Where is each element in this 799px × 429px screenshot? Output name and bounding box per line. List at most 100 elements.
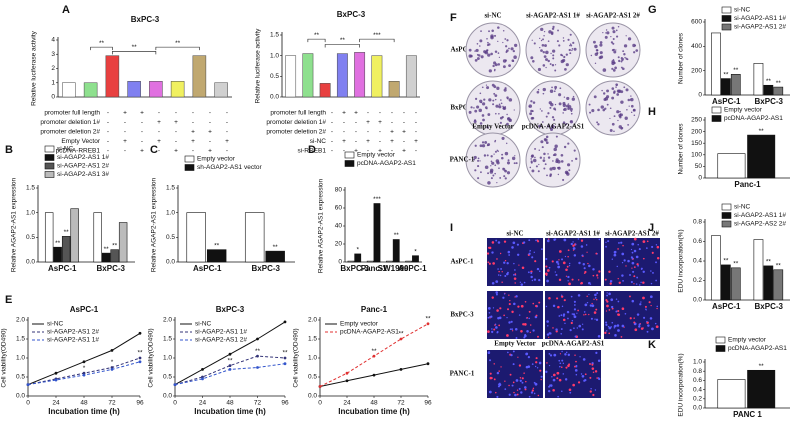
colony — [624, 116, 628, 120]
cell — [598, 238, 601, 241]
cell — [611, 321, 614, 324]
colony — [609, 128, 613, 132]
cell — [552, 388, 555, 392]
colony — [497, 150, 499, 152]
colony — [545, 50, 549, 55]
cell — [533, 251, 535, 254]
condition-mark: - — [158, 129, 160, 136]
y-tick-label: 0.0 — [693, 405, 702, 412]
y-tick-label: 1.0 — [163, 355, 172, 362]
colony — [487, 41, 489, 44]
cell — [574, 354, 576, 357]
cell — [580, 239, 584, 242]
colony — [547, 40, 550, 43]
condition-mark: + — [390, 129, 394, 136]
colony — [627, 37, 632, 41]
condition-mark: - — [343, 129, 345, 136]
colony — [617, 56, 620, 59]
legend-swatch — [44, 162, 55, 170]
cell — [606, 300, 609, 303]
column-label: si-AGAP2-AS1 1# — [526, 12, 580, 20]
sig-bracket — [359, 38, 395, 43]
point — [201, 368, 204, 371]
colony — [593, 95, 597, 99]
colony — [502, 29, 505, 32]
cell — [650, 282, 653, 285]
cell — [503, 293, 506, 295]
cell — [509, 373, 512, 376]
y-tick-label: 3 — [51, 51, 55, 58]
colony — [627, 98, 631, 102]
condition-mark: - — [367, 148, 369, 155]
cell — [506, 262, 509, 265]
cell — [558, 250, 562, 253]
panel-label: E — [5, 294, 12, 306]
y-tick-label: 4 — [51, 37, 55, 44]
cell — [608, 309, 611, 311]
cell — [498, 370, 500, 372]
cell — [494, 324, 496, 326]
cell — [487, 307, 491, 310]
cell — [520, 283, 524, 286]
cell — [569, 391, 572, 394]
cell — [545, 265, 548, 268]
bar — [753, 63, 764, 96]
cell — [578, 324, 582, 328]
colony — [545, 115, 548, 118]
x-tick-label: 0 — [173, 400, 177, 407]
panel-label: C — [150, 144, 158, 156]
cell — [577, 381, 581, 384]
cell — [491, 281, 495, 285]
sig-label: ** — [104, 246, 110, 253]
y-tick-label: 0.0 — [308, 393, 317, 400]
cell — [606, 292, 608, 294]
colony-plate — [585, 80, 641, 136]
cell — [631, 257, 634, 260]
condition-mark: - — [331, 148, 333, 155]
panel-label: A — [62, 4, 70, 16]
colony — [595, 49, 599, 52]
colony — [550, 128, 553, 132]
colony — [616, 89, 621, 93]
cell — [589, 304, 593, 307]
panel-label: F — [450, 12, 457, 24]
colony — [550, 103, 554, 107]
colony — [508, 118, 512, 123]
cell — [573, 308, 577, 311]
cell — [536, 367, 539, 369]
bar — [711, 235, 721, 301]
sig-label: ** — [766, 259, 772, 266]
colony — [530, 100, 533, 103]
condition-mark: + — [174, 119, 178, 126]
colony — [484, 141, 488, 144]
cell — [646, 330, 649, 333]
y-axis-label: Relative luciferase activity — [31, 30, 38, 106]
colony — [505, 45, 508, 48]
colony — [531, 169, 535, 173]
colony — [620, 100, 624, 104]
cell — [531, 389, 534, 392]
point — [26, 383, 30, 386]
colony — [545, 66, 547, 69]
sig-label: ** — [64, 229, 70, 236]
cell — [589, 363, 591, 365]
condition-mark: + — [366, 119, 370, 126]
cell — [526, 317, 529, 319]
panel-label: I — [450, 222, 453, 234]
bar — [101, 252, 111, 263]
cell — [648, 301, 651, 304]
cell — [639, 284, 641, 286]
edu-image — [487, 350, 543, 398]
point — [372, 354, 376, 358]
colony — [504, 59, 507, 62]
cell — [631, 251, 634, 254]
cell — [572, 241, 574, 243]
sig-label: ** — [255, 348, 261, 355]
colony — [567, 142, 570, 145]
colony — [551, 64, 555, 67]
colony — [624, 56, 626, 59]
colony — [488, 98, 492, 102]
bar — [61, 236, 71, 263]
cell — [524, 301, 527, 303]
x-tick-label: BxPC-3 — [97, 264, 126, 273]
